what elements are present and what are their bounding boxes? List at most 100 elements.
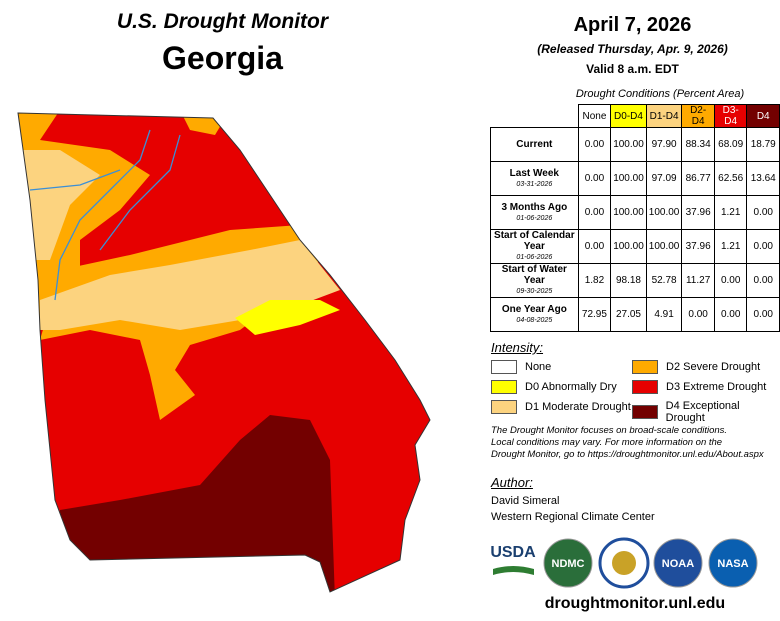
note: The Drought Monitor focuses on broad-sca… [491,425,764,461]
cell: 0.00 [746,195,780,230]
cell: 100.00 [610,229,647,264]
cell: 52.78 [645,263,683,298]
note-line: Local conditions may vary. For more info… [491,437,723,448]
cell: 1.21 [713,195,748,230]
cell: 1.82 [577,263,612,298]
legend-swatch [491,360,517,374]
row-name: Current [516,139,553,150]
row-label: Last Week 03-31-2026 [490,161,579,196]
row-date: 01-06-2026 [516,214,553,222]
cell: 1.21 [713,229,748,264]
cell: 100.00 [610,161,647,196]
legend-swatch [491,380,517,394]
row-date: 04-08-2025 [516,316,553,324]
cell: 88.34 [681,127,715,162]
legend-item: D0 Abnormally Dry [491,380,617,394]
cell: 13.64 [746,161,780,196]
cell: 4.91 [645,297,683,332]
d0-area [235,300,340,335]
legend-label: None [525,361,552,373]
logo-text: NDMC [552,558,585,570]
logo-circle [653,538,703,588]
legend-item: None [491,360,551,374]
row-date: 01-06-2026 [516,254,553,261]
author: David Simeral Western Regional Climate Ce… [491,493,655,525]
cell: 0.00 [681,297,715,332]
row-date: 03-31-2026 [516,180,553,188]
row-name: 3 Months Ago [501,201,568,213]
d1-area [20,150,100,260]
d4-area [60,415,335,592]
corner [491,105,579,128]
state: Georgia [162,40,283,76]
cell: 0.00 [577,127,612,162]
logo-text: USDA [490,544,536,561]
cell: 0.00 [577,229,612,264]
column-header: None [577,104,612,128]
legend-swatch [632,405,658,419]
cell: 98.18 [610,263,647,298]
cell: 100.00 [645,195,683,230]
legend-label: D1 Moderate Drought [525,401,631,413]
cell: 72.95 [577,297,612,332]
row-label: Start of Calendar Year 01-06-2026 [490,229,579,264]
table-row: Start of Water Year 09-30-2025 1.82 98.18 52… [490,263,780,298]
column-header: D0-D4 [610,104,647,128]
cell: 86.77 [681,161,715,196]
column-header: D4 [746,104,780,128]
cell: 0.00 [713,263,748,298]
cell: 37.96 [681,195,715,230]
date: April 7, 2026 [573,14,692,36]
legend-label: D3 Extreme Drought [666,381,767,393]
cell: 0.00 [577,161,612,196]
logos: USDA NDMC NOAA NASA [490,537,758,589]
url: droughtmonitor.unl.edu [544,595,726,612]
row-label: Start of Water Year 09-30-2025 [490,263,579,298]
cell: 0.00 [713,297,748,332]
released: (Released Thursday, Apr. 9, 2026) [537,42,728,56]
cell: 97.09 [645,161,683,196]
cell: 27.05 [610,297,647,332]
cell: 68.09 [713,127,748,162]
legend-item: D2 Severe Drought [632,360,760,374]
cell: 0.00 [746,297,780,332]
cell: 97.90 [645,127,683,162]
valid: Valid 8 a.m. EDT [586,62,679,76]
table-row: Start of Calendar Year 01-06-2026 0.00 100.… [490,229,780,264]
row-label: One Year Ago 04-08-2025 [490,297,579,332]
cell: 37.96 [681,229,715,264]
cell: 18.79 [746,127,780,162]
legend-swatch [632,360,658,374]
table-row: Current 0.00 100.00 97.90 88.34 68.09 18.79 [490,127,780,162]
row-name: Last Week [509,167,559,179]
legend-label: D4 Exceptional Drought [665,400,740,424]
cell: 62.56 [713,161,748,196]
stats-table: None D0-D4 D1-D4 D2-D4 D3-D4 D4 Current 0.00 100… [490,104,780,332]
title: U.S. Drought Monitor [116,10,329,33]
column-header: D3-D4 [713,104,748,128]
cell: 0.00 [746,229,780,264]
row-name: Start of Water Year [501,264,567,286]
cell: 100.00 [610,127,647,162]
cell: 100.00 [645,229,683,264]
table-caption: Drought Conditions (Percent Area) [575,88,745,100]
row-name: Start of Calendar Year [494,230,575,252]
logo-text: NOAA [662,558,694,570]
row-label: 3 Months Ago 01-06-2026 [490,195,579,230]
note-line: The Drought Monitor focuses on broad-sca… [491,425,728,436]
legend-swatch [491,400,517,414]
table-row: One Year Ago 04-08-2025 72.95 27.05 4.91 0.00… [490,297,780,332]
legend-label: D0 Abnormally Dry [525,381,617,393]
logo-text: NASA [717,558,748,570]
state-outline [17,112,431,593]
map [17,112,431,593]
author-label: Author: [491,475,533,490]
logo-inner [612,551,636,575]
cell: 11.27 [681,263,715,298]
author-name: David Simeral [491,495,560,507]
column-header: D2-D4 [681,104,715,128]
river [29,129,181,301]
legend-swatch [632,380,658,394]
legend-item: D1 Moderate Drought [491,400,631,414]
